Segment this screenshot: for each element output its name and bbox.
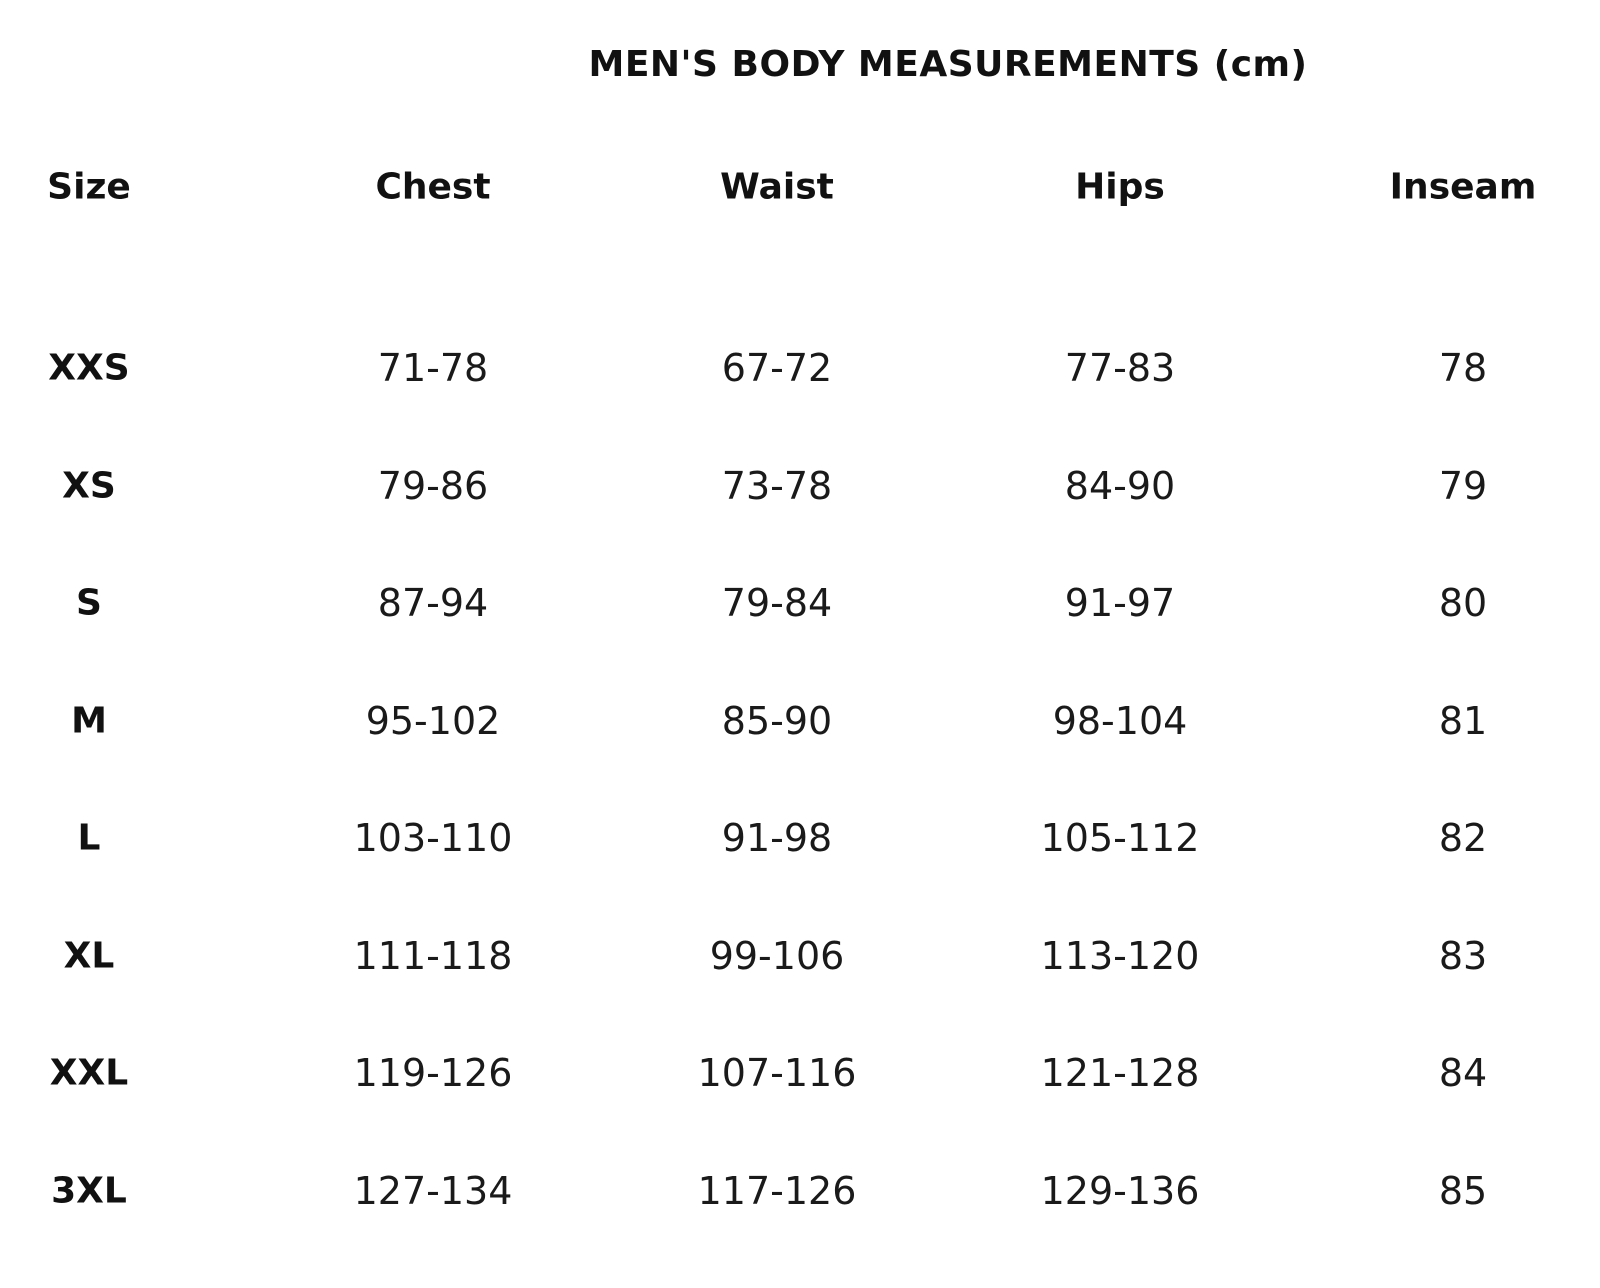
table-title: MEN'S BODY MEASUREMENTS (cm) — [588, 44, 1308, 85]
column-header-chest: Chest — [375, 166, 491, 208]
measurement-inseam: 84 — [1438, 1051, 1488, 1095]
size-label: XL — [63, 935, 115, 976]
column-header-size: Size — [47, 166, 131, 208]
measurement-inseam: 85 — [1438, 1168, 1488, 1213]
measurement-waist: 85-90 — [721, 698, 833, 743]
measurement-hips: 91-97 — [1064, 581, 1176, 625]
measurement-chest: 71-78 — [377, 346, 489, 390]
column-header-inseam: Inseam — [1389, 166, 1537, 208]
measurement-waist: 107-116 — [697, 1051, 857, 1095]
measurement-waist: 67-72 — [721, 346, 833, 390]
measurement-waist: 99-106 — [709, 933, 845, 978]
measurement-hips: 84-90 — [1064, 463, 1176, 508]
measurement-hips: 77-83 — [1064, 346, 1176, 390]
measurement-chest: 119-126 — [353, 1051, 513, 1095]
size-label: XXL — [49, 1052, 129, 1094]
measurement-waist: 73-78 — [721, 463, 833, 508]
measurement-waist: 91-98 — [721, 816, 833, 860]
measurement-hips: 105-112 — [1040, 816, 1200, 860]
measurement-hips: 121-128 — [1040, 1051, 1200, 1095]
column-header-waist: Waist — [720, 166, 834, 208]
measurement-chest: 103-110 — [353, 816, 513, 860]
size-label: M — [71, 700, 107, 741]
size-label: L — [77, 817, 101, 859]
measurement-inseam: 83 — [1438, 933, 1488, 978]
measurement-waist: 79-84 — [721, 581, 833, 625]
measurement-inseam: 80 — [1438, 581, 1488, 625]
column-header-hips: Hips — [1075, 166, 1165, 208]
measurement-hips: 113-120 — [1040, 933, 1200, 978]
measurement-inseam: 82 — [1438, 816, 1488, 860]
measurement-chest: 111-118 — [353, 933, 513, 978]
measurement-waist: 117-126 — [697, 1168, 857, 1213]
measurement-chest: 127-134 — [353, 1168, 513, 1213]
measurement-chest: 79-86 — [377, 463, 489, 508]
measurement-inseam: 81 — [1438, 698, 1488, 743]
measurement-inseam: 78 — [1438, 346, 1488, 390]
size-label: S — [76, 582, 102, 624]
measurement-hips: 98-104 — [1052, 698, 1188, 743]
measurement-inseam: 79 — [1438, 463, 1488, 508]
measurement-chest: 95-102 — [365, 698, 501, 743]
size-label: XXS — [48, 347, 130, 389]
size-label: 3XL — [51, 1170, 127, 1211]
size-label: XS — [62, 465, 116, 506]
measurement-chest: 87-94 — [377, 581, 489, 625]
measurement-hips: 129-136 — [1040, 1168, 1200, 1213]
